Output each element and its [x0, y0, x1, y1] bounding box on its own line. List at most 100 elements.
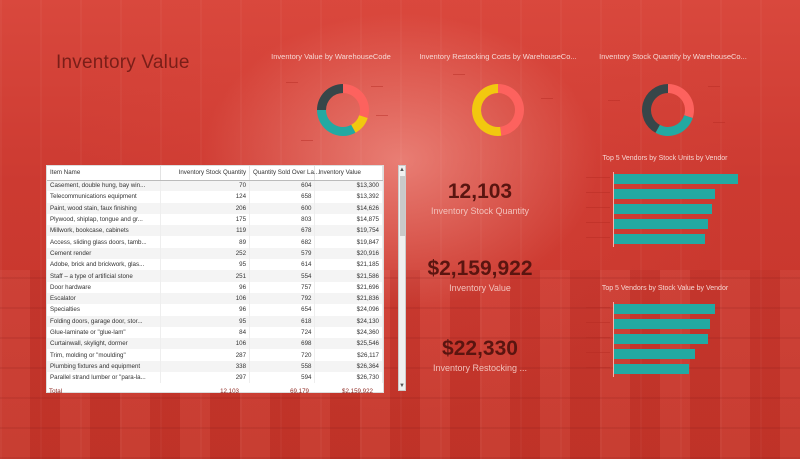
cell-stock-quantity: 338 [160, 360, 251, 373]
cell-stock-quantity: 96 [160, 304, 251, 316]
bar-row[interactable]: ———— [560, 232, 770, 247]
table-row[interactable]: Escalator 106 792 $21,836 [47, 292, 383, 305]
cell-quantity-sold: 594 [249, 372, 316, 384]
column-header-inventory-value[interactable]: Inventory Value [314, 166, 383, 181]
donut-slice[interactable] [498, 84, 525, 136]
kpi-value: 12,103 [447, 180, 513, 203]
bar-label: ———— [586, 175, 610, 181]
bar[interactable] [614, 174, 738, 184]
table-row[interactable]: Folding doors, garage door, stor... 95 618… [47, 315, 383, 327]
table-row[interactable]: Access, sliding glass doors, tamb... 89 68… [47, 236, 383, 248]
table-row[interactable]: Specialties 96 654 $24,096 [47, 304, 383, 316]
table-row[interactable]: Adobe, brick and brickwork, glas... 95 614… [47, 259, 383, 271]
inventory-table[interactable]: Item Name Inventory Stock Quantity Quant… [46, 165, 384, 393]
bar-row[interactable]: ———— [560, 187, 770, 202]
bar-row[interactable]: ———— [560, 362, 770, 377]
cell-stock-quantity: 70 [160, 180, 251, 192]
cell-quantity-sold: 604 [249, 180, 316, 192]
cell-quantity-sold: 614 [249, 259, 316, 271]
table-row[interactable]: Parallel strand lumber or "para-la... 297… [47, 372, 383, 384]
slice-label: —— [608, 98, 620, 104]
column-header-stock-quantity[interactable]: Inventory Stock Quantity [160, 166, 251, 181]
donut-slice[interactable] [655, 115, 693, 136]
bar-row[interactable]: ———— [560, 332, 770, 347]
cell-item-name: Folding doors, garage door, stor... [47, 315, 162, 327]
slice-label: —— [301, 138, 313, 144]
kpi-stock-quantity[interactable]: 12,103 Inventory Stock Quantity [410, 180, 550, 216]
slice-label: —— [286, 80, 298, 86]
column-header-quantity-sold[interactable]: Quantity Sold Over La... [249, 166, 319, 181]
table-row[interactable]: Plumbing fixtures and equipment 338 558 $26… [47, 360, 383, 373]
kpi-restocking[interactable]: $22,330 Inventory Restocking ... [410, 337, 550, 373]
donut-slice[interactable] [472, 84, 502, 136]
kpi-label: Inventory Value [449, 283, 511, 293]
table-row[interactable]: Glue-laminate or "glue-lam" 84 724 $24,360 [47, 326, 383, 339]
bar[interactable] [614, 304, 716, 314]
total-value: $2,159,922 [342, 387, 373, 395]
donut-slice[interactable] [317, 84, 343, 110]
cell-inventory-value: $24,096 [314, 304, 383, 316]
bar[interactable] [614, 234, 705, 244]
cell-inventory-value: $21,836 [314, 292, 383, 305]
table-row[interactable]: Door hardware 96 757 $21,696 [47, 281, 383, 293]
cell-inventory-value: $24,360 [314, 326, 383, 339]
bar[interactable] [614, 364, 690, 374]
scroll-up-icon[interactable]: ▲ [399, 167, 405, 173]
cell-item-name: Paint, wood stain, faux finishing [47, 202, 162, 214]
table-row[interactable]: Staff – a type of artificial stone 251 554… [47, 270, 383, 282]
cell-quantity-sold: 792 [249, 292, 316, 305]
cell-stock-quantity: 84 [160, 326, 251, 339]
total-stock: 12,103 [220, 387, 239, 395]
donut-slice[interactable] [317, 110, 356, 136]
bar[interactable] [614, 349, 695, 359]
column-header-item-name[interactable]: Item Name [47, 166, 162, 181]
table-row[interactable]: Casement, double hung, bay win... 70 604 $1… [47, 180, 383, 192]
kpi-inventory-value[interactable]: $2,159,922 Inventory Value [410, 257, 550, 293]
cell-inventory-value: $26,364 [314, 360, 383, 373]
table-total-row: Total 12,103 69,179 $2,159,922 [46, 385, 384, 397]
donut-svg: —— —— [453, 72, 553, 136]
scroll-thumb[interactable] [400, 176, 405, 236]
bar[interactable] [614, 319, 711, 329]
donut-slice[interactable] [642, 84, 668, 133]
slice-label: —— [713, 120, 725, 126]
donut-slice[interactable] [351, 115, 368, 133]
bar-row[interactable]: ———— [560, 317, 770, 332]
scroll-down-icon[interactable]: ▼ [399, 383, 405, 389]
bar-axis [613, 172, 614, 247]
cell-item-name: Staff – a type of artificial stone [47, 270, 162, 282]
bar[interactable] [614, 204, 712, 214]
table-row[interactable]: Paint, wood stain, faux finishing 206 600 $… [47, 202, 383, 214]
bar-row[interactable]: ———— [560, 302, 770, 317]
cell-item-name: Parallel strand lumber or "para-la... [47, 372, 162, 384]
donut-svg: —— —— —— —— [286, 80, 388, 144]
table-row[interactable]: Cement render 252 579 $20,916 [47, 247, 383, 260]
table-row[interactable]: Trim, molding or "moulding" 287 720 $26,117 [47, 349, 383, 361]
bar-row[interactable]: ———— [560, 202, 770, 217]
cell-quantity-sold: 558 [249, 360, 316, 373]
bar-label: ———— [586, 320, 610, 326]
table-row[interactable]: Curtainwall, skylight, dormer 106 698 $25,5… [47, 338, 383, 350]
bar[interactable] [614, 189, 716, 199]
donut-slice[interactable] [668, 84, 694, 119]
donut-chart-value-by-warehouse[interactable]: Inventory Value by WarehouseCode —— —— —… [246, 52, 416, 162]
cell-stock-quantity: 175 [160, 213, 251, 226]
chart-title: Inventory Restocking Costs by WarehouseC… [419, 52, 577, 61]
bar-row[interactable]: ———— [560, 217, 770, 232]
bar[interactable] [614, 219, 708, 229]
donut-slice[interactable] [343, 84, 369, 119]
bar-chart-stock-units[interactable]: Top 5 Vendors by Stock Units by Vendor —… [560, 155, 770, 247]
table-scrollbar[interactable]: ▲ ▼ [398, 165, 406, 391]
table-row[interactable]: Plywood, shiplap, tongue and gr... 175 803… [47, 213, 383, 226]
donut-chart-stock-qty-by-warehouse[interactable]: Inventory Stock Quantity by WarehouseCo.… [588, 52, 758, 162]
cell-stock-quantity: 89 [160, 236, 251, 248]
cell-inventory-value: $19,754 [314, 225, 383, 237]
bar-chart-stock-value[interactable]: Top 5 Vendors by Stock Value by Vendor —… [560, 285, 770, 377]
donut-chart-restocking-costs[interactable]: Inventory Restocking Costs by WarehouseC… [413, 52, 583, 162]
bar-row[interactable]: ———— [560, 347, 770, 362]
table-row[interactable]: Telecommunications equipment 124 658 $13,39… [47, 191, 383, 203]
total-sold: 69,179 [290, 387, 309, 395]
bar[interactable] [614, 334, 708, 344]
table-row[interactable]: Millwork, bookcase, cabinets 119 678 $19,75… [47, 225, 383, 237]
bar-row[interactable]: ———— [560, 172, 770, 187]
